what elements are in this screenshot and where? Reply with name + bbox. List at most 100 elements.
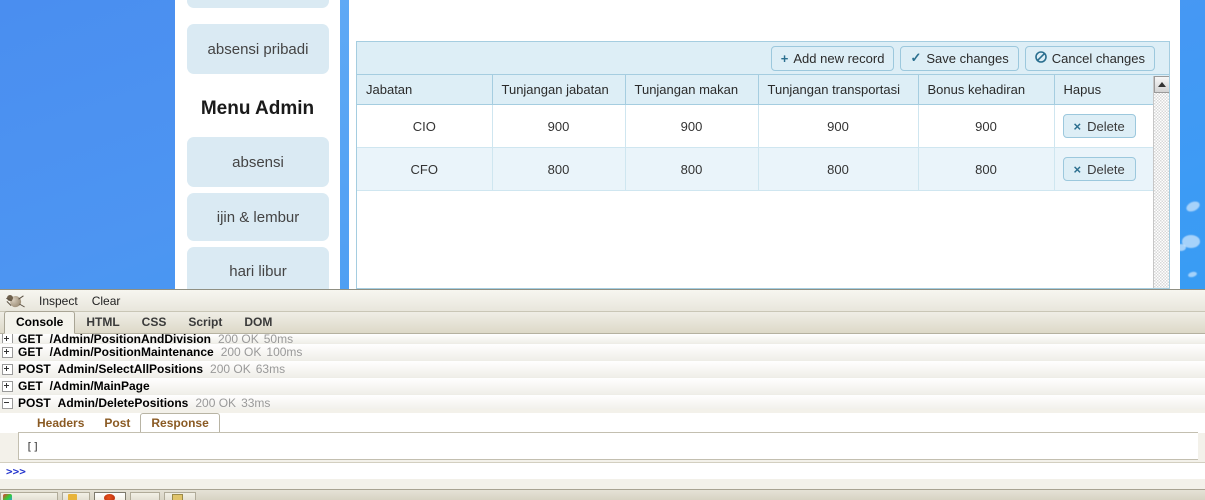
column-header-tunjangan-makan[interactable]: Tunjangan makan [625, 75, 759, 105]
log-entry-method: GET [18, 334, 43, 344]
collapse-icon[interactable] [2, 397, 13, 409]
taskbar-button[interactable] [130, 492, 160, 500]
firebug-toolbar: Inspect Clear [0, 290, 1205, 312]
log-entry-path: /Admin/MainPage [49, 378, 150, 393]
cloud-decoration [1182, 235, 1200, 248]
sidebar-item-hari-libur[interactable]: hari libur [187, 247, 329, 289]
no-entry-icon [1034, 50, 1047, 66]
cell-tunjangan-jabatan[interactable]: 800 [492, 147, 626, 191]
cloud-decoration [1176, 244, 1186, 251]
expand-icon[interactable] [2, 346, 13, 358]
column-header-bonus-kehadiran[interactable]: Bonus kehadiran [918, 75, 1055, 105]
log-entry-status: 200 OK [220, 344, 262, 359]
sidebar-item-partial[interactable] [187, 0, 329, 8]
site-sidebar: absensi pribadi Menu Admin absensi ijin … [175, 0, 340, 289]
cell-tunjangan-transportasi[interactable]: 800 [758, 147, 919, 191]
console-command-line[interactable]: >>> [0, 462, 1205, 479]
page-divider-stripe [340, 0, 349, 289]
cloud-decoration [1184, 199, 1202, 214]
subtab-headers[interactable]: Headers [37, 416, 85, 430]
sidebar-item-absensi[interactable]: absensi [187, 137, 329, 187]
delete-button[interactable]: × Delete [1062, 114, 1136, 138]
firebug-bug-icon[interactable] [4, 292, 26, 310]
response-body: [] [18, 432, 1198, 460]
log-entry-method: POST [18, 361, 51, 376]
table-row[interactable]: CIO 900 900 900 900 × Delete [357, 104, 1169, 148]
sidebar-item-absensi-pribadi[interactable]: absensi pribadi [187, 24, 329, 74]
sidebar-item-label: absensi pribadi [207, 40, 309, 58]
console-log-entry[interactable]: GET /Admin/MainPage [0, 378, 1205, 395]
tab-script[interactable]: Script [188, 315, 223, 329]
main-content: + Add new record ✓ Save changes [349, 0, 1180, 289]
start-orb-icon[interactable] [3, 494, 12, 500]
cell-jabatan[interactable]: CFO [357, 147, 493, 191]
cell-bonus-kehadiran[interactable]: 900 [918, 104, 1055, 148]
column-header-tunjangan-transportasi[interactable]: Tunjangan transportasi [758, 75, 919, 105]
firefox-icon[interactable] [104, 494, 115, 500]
column-header-tunjangan-jabatan[interactable]: Tunjangan jabatan [492, 75, 626, 105]
sidebar-item-ijin-lembur[interactable]: ijin & lembur [187, 193, 329, 241]
position-data-grid: + Add new record ✓ Save changes [356, 41, 1170, 289]
tab-console[interactable]: Console [4, 311, 76, 334]
firebug-tab-bar: Console HTML CSS Script DOM [0, 311, 1205, 334]
save-changes-button[interactable]: ✓ Save changes [900, 45, 1019, 71]
log-entry-time: 63ms [255, 361, 286, 376]
console-log-entry[interactable]: GET /Admin/PositionAndDivision 200 OK 50… [0, 334, 1205, 344]
table-row[interactable]: CFO 800 800 800 800 × Delete [357, 147, 1169, 191]
sidebar-item-label: absensi [232, 153, 284, 171]
sidebar-item-label: hari libur [229, 262, 287, 280]
expand-icon[interactable] [2, 380, 13, 392]
inspect-button[interactable]: Inspect [39, 293, 78, 308]
delete-button[interactable]: × Delete [1062, 157, 1136, 181]
note-icon[interactable] [172, 494, 183, 500]
request-detail-tab-bar: Headers Post Response [0, 413, 1205, 434]
command-prompt-label: >>> [6, 465, 26, 478]
column-header-hapus[interactable]: Hapus [1054, 75, 1169, 105]
taskbar [0, 489, 1205, 500]
column-header-jabatan[interactable]: Jabatan [357, 75, 493, 105]
console-log-entry[interactable]: POST Admin/SelectAllPositions 200 OK 63m… [0, 361, 1205, 378]
log-entry-time: 50ms [263, 334, 294, 344]
cell-hapus: × Delete [1054, 147, 1169, 191]
scroll-up-arrow-icon[interactable] [1154, 76, 1169, 93]
cell-hapus: × Delete [1054, 104, 1169, 148]
cell-tunjangan-jabatan[interactable]: 900 [492, 104, 626, 148]
delete-button-label: Delete [1087, 161, 1125, 177]
cell-tunjangan-makan[interactable]: 800 [625, 147, 759, 191]
sidebar-item-label: ijin & lembur [216, 208, 300, 226]
log-entry-path: Admin/SelectAllPositions [57, 361, 204, 376]
log-entry-status: 200 OK [195, 395, 237, 410]
subtab-response[interactable]: Response [140, 413, 220, 434]
subtab-post[interactable]: Post [104, 416, 131, 430]
plus-icon: + [780, 50, 789, 66]
tab-css[interactable]: CSS [141, 315, 167, 329]
grid-vertical-scrollbar[interactable] [1153, 76, 1169, 288]
cell-tunjangan-makan[interactable]: 900 [625, 104, 759, 148]
cancel-changes-button[interactable]: Cancel changes [1024, 45, 1155, 71]
log-entry-time: 33ms [241, 395, 271, 410]
close-icon: × [1073, 161, 1082, 177]
log-entry-method: GET [18, 344, 43, 359]
close-icon: × [1073, 118, 1082, 134]
expand-icon[interactable] [2, 334, 13, 343]
console-log-list[interactable]: GET /Admin/PositionAndDivision 200 OK 50… [0, 334, 1205, 409]
log-entry-path: Admin/DeletePositions [57, 395, 189, 410]
tab-dom[interactable]: DOM [244, 315, 273, 329]
sidebar-heading-label: Menu Admin [200, 98, 315, 119]
add-new-record-button[interactable]: + Add new record [770, 45, 895, 71]
console-log-entry[interactable]: POST Admin/DeletePositions 200 OK 33ms [0, 395, 1205, 409]
cell-bonus-kehadiran[interactable]: 800 [918, 147, 1055, 191]
expand-icon[interactable] [2, 363, 13, 375]
save-changes-label: Save changes [926, 50, 1009, 66]
firebug-panel: Inspect Clear Console HTML CSS Script DO… [0, 289, 1205, 489]
grid-toolbar: + Add new record ✓ Save changes [357, 42, 1169, 75]
tab-html[interactable]: HTML [86, 315, 120, 329]
cell-jabatan[interactable]: CIO [357, 104, 493, 148]
cell-tunjangan-transportasi[interactable]: 900 [758, 104, 919, 148]
taskbar-start-button[interactable] [0, 492, 58, 500]
clear-button[interactable]: Clear [91, 293, 121, 308]
console-log-entry[interactable]: GET /Admin/PositionMaintenance 200 OK 10… [0, 344, 1205, 361]
folder-icon[interactable] [68, 494, 77, 500]
cloud-decoration [1187, 270, 1198, 279]
